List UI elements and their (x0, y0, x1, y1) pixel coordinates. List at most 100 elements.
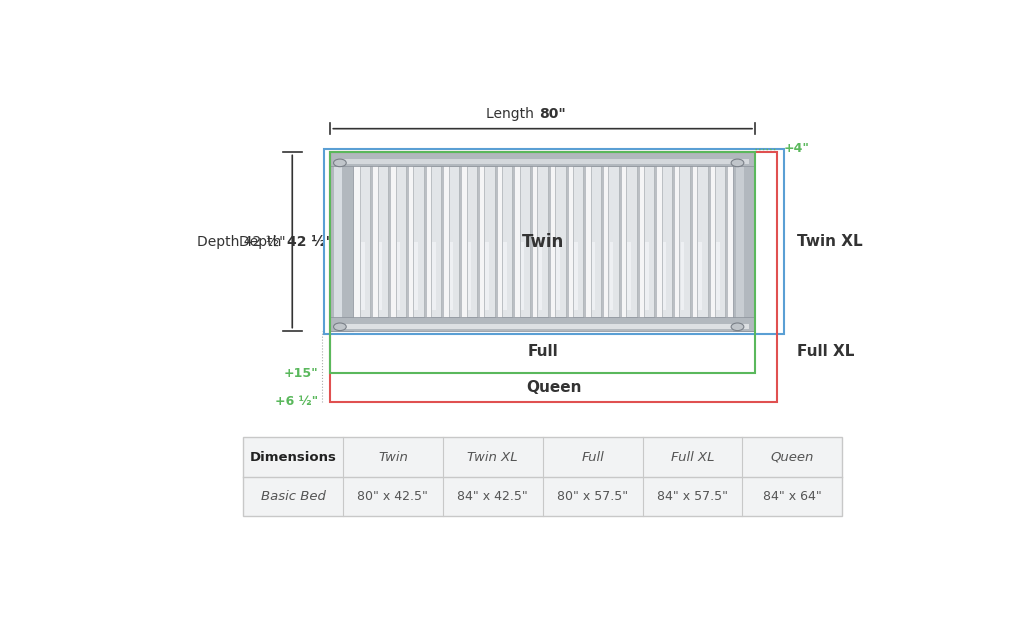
Bar (573, 166, 584, 317)
Bar (485, 241, 488, 310)
Bar (538, 166, 548, 317)
Text: Full: Full (582, 450, 604, 464)
Bar (352, 166, 733, 317)
Bar (530, 166, 534, 317)
Bar (628, 241, 631, 310)
Bar (654, 166, 657, 317)
Text: 84" x 57.5": 84" x 57.5" (657, 490, 728, 503)
Bar (548, 166, 551, 317)
Bar (736, 156, 744, 327)
Bar (618, 166, 622, 317)
Text: +15": +15" (284, 367, 318, 380)
Bar (672, 166, 675, 317)
Bar (468, 241, 471, 310)
Bar (601, 166, 604, 317)
Bar (388, 166, 391, 317)
Text: Twin: Twin (378, 450, 408, 464)
Text: 80" x 57.5": 80" x 57.5" (557, 490, 628, 503)
Bar (378, 166, 388, 317)
Bar (584, 166, 587, 317)
Bar (424, 166, 427, 317)
Bar (441, 166, 444, 317)
Text: Basic Bed: Basic Bed (260, 490, 326, 503)
Text: Twin: Twin (521, 233, 564, 251)
Bar (556, 241, 560, 310)
Text: 80": 80" (539, 107, 565, 121)
Bar (539, 241, 542, 310)
Bar (495, 166, 498, 317)
Bar (555, 166, 565, 317)
Text: Twin XL: Twin XL (797, 234, 862, 249)
Bar (645, 241, 648, 310)
Bar (395, 166, 406, 317)
Bar (371, 166, 374, 317)
Bar (715, 166, 725, 317)
Text: +6 ½": +6 ½" (275, 395, 318, 408)
Bar (331, 152, 755, 166)
Text: Full XL: Full XL (671, 450, 714, 464)
Bar (502, 166, 512, 317)
Text: 84" x 42.5": 84" x 42.5" (458, 490, 528, 503)
Text: +4": +4" (783, 142, 810, 155)
Bar (592, 241, 595, 310)
Bar (565, 166, 568, 317)
Circle shape (334, 323, 346, 331)
Text: Length: Length (486, 107, 539, 121)
Text: Depth 42 ½": Depth 42 ½" (198, 234, 286, 249)
Bar (331, 152, 755, 373)
Bar (725, 166, 728, 317)
Bar (477, 166, 480, 317)
Bar (681, 241, 684, 310)
Bar (379, 241, 382, 310)
Text: 84" x 64": 84" x 64" (763, 490, 821, 503)
Bar (591, 166, 601, 317)
Bar (698, 241, 701, 310)
Bar (331, 317, 755, 331)
Bar (406, 166, 409, 317)
Bar (644, 166, 654, 317)
Bar (467, 166, 477, 317)
Text: 80" x 42.5": 80" x 42.5" (357, 490, 428, 503)
Bar (690, 166, 693, 317)
Bar (324, 149, 783, 334)
Bar (484, 166, 495, 317)
Bar (609, 241, 613, 310)
Text: Dimensions: Dimensions (250, 450, 337, 464)
Bar (459, 166, 462, 317)
Bar (697, 166, 708, 317)
Bar (637, 166, 640, 317)
Bar (449, 166, 459, 317)
Bar (396, 241, 400, 310)
Bar (627, 166, 637, 317)
Bar (331, 152, 352, 331)
Bar (361, 241, 365, 310)
Text: Full: Full (527, 344, 558, 360)
Text: Queen: Queen (526, 380, 582, 395)
Bar (512, 166, 515, 317)
Bar (662, 166, 672, 317)
Bar (334, 156, 342, 327)
Bar (574, 241, 578, 310)
Bar (733, 152, 755, 331)
Bar (414, 166, 424, 317)
Text: 42 ½": 42 ½" (287, 234, 333, 249)
Bar (360, 166, 371, 317)
Bar (708, 166, 711, 317)
Text: Depth: Depth (240, 234, 286, 249)
Bar (503, 241, 507, 310)
Text: Full XL: Full XL (797, 344, 854, 360)
Circle shape (731, 159, 743, 167)
Bar (415, 241, 418, 310)
Bar (716, 241, 720, 310)
Circle shape (334, 159, 346, 167)
Text: Twin XL: Twin XL (467, 450, 518, 464)
Bar (337, 324, 749, 329)
Bar (431, 166, 441, 317)
Bar (331, 152, 777, 402)
Circle shape (731, 323, 743, 331)
Text: Queen: Queen (771, 450, 814, 464)
Bar (243, 437, 842, 516)
Bar (663, 241, 667, 310)
Bar (337, 159, 749, 164)
Bar (608, 166, 618, 317)
